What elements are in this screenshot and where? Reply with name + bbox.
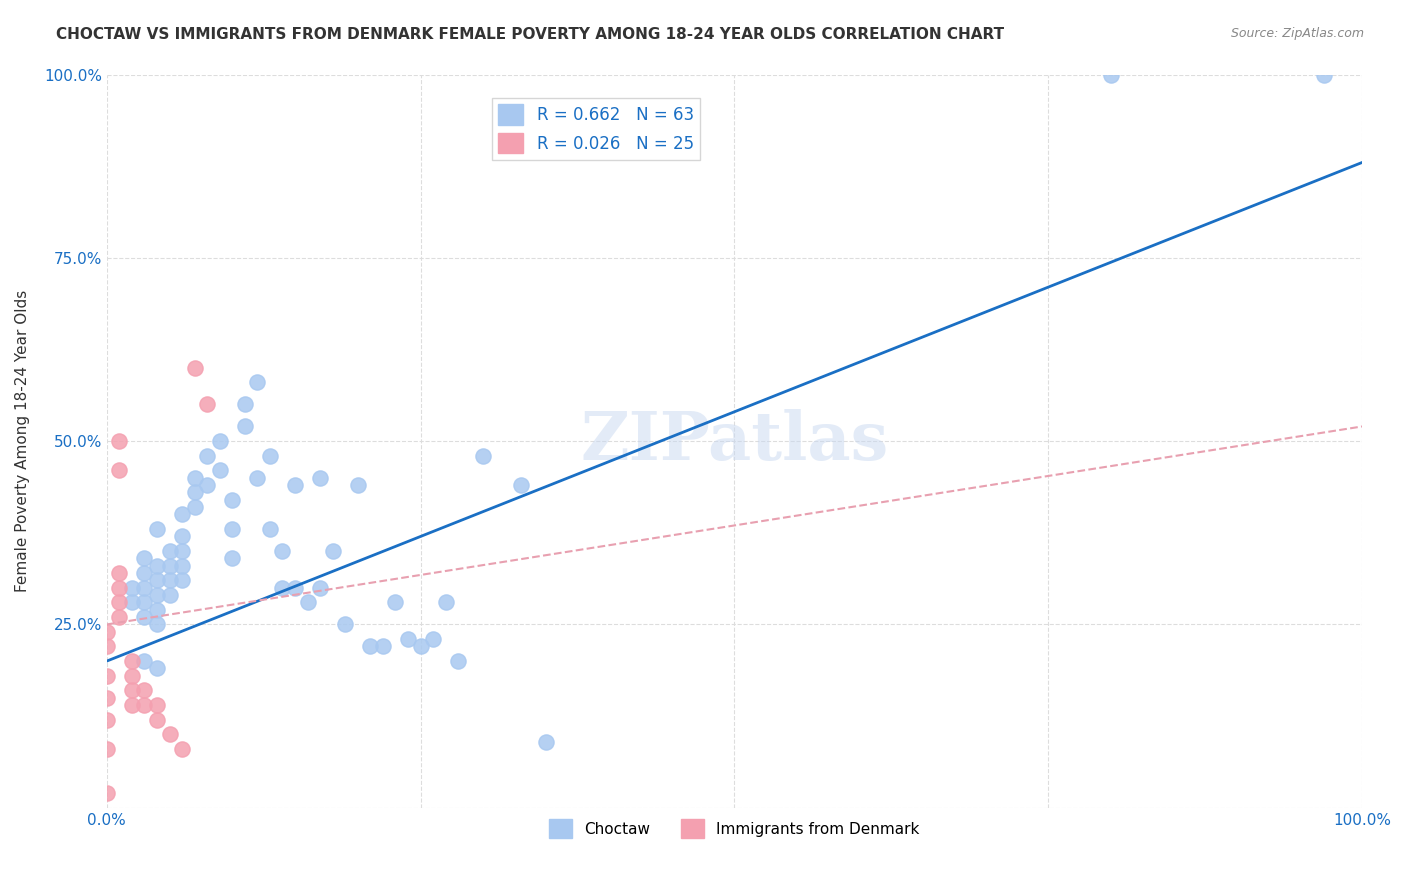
Point <box>271 544 294 558</box>
Point <box>170 529 193 543</box>
Point <box>221 492 243 507</box>
Point <box>159 544 181 558</box>
Point <box>134 610 156 624</box>
Point <box>146 558 169 573</box>
Point <box>195 449 218 463</box>
Point <box>159 574 181 588</box>
Point <box>121 654 143 668</box>
Point <box>146 661 169 675</box>
Point <box>1099 68 1122 82</box>
Point <box>1313 68 1336 82</box>
Point <box>284 478 307 492</box>
Y-axis label: Female Poverty Among 18-24 Year Olds: Female Poverty Among 18-24 Year Olds <box>15 290 30 592</box>
Point <box>146 713 169 727</box>
Point <box>108 463 131 477</box>
Text: CHOCTAW VS IMMIGRANTS FROM DENMARK FEMALE POVERTY AMONG 18-24 YEAR OLDS CORRELAT: CHOCTAW VS IMMIGRANTS FROM DENMARK FEMAL… <box>56 27 1004 42</box>
Point <box>121 595 143 609</box>
Point <box>409 640 432 654</box>
Point <box>434 595 457 609</box>
Point <box>121 683 143 698</box>
Point <box>284 581 307 595</box>
Point <box>510 478 533 492</box>
Point <box>422 632 444 646</box>
Point <box>134 654 156 668</box>
Point <box>233 419 256 434</box>
Point <box>108 581 131 595</box>
Point <box>384 595 406 609</box>
Point <box>96 669 118 683</box>
Point <box>371 640 394 654</box>
Point <box>96 742 118 756</box>
Text: ZIPatlas: ZIPatlas <box>581 409 889 474</box>
Point <box>208 463 231 477</box>
Point <box>534 735 557 749</box>
Point <box>233 397 256 411</box>
Point <box>121 669 143 683</box>
Point <box>183 485 205 500</box>
Point <box>159 588 181 602</box>
Point <box>121 698 143 712</box>
Point <box>146 574 169 588</box>
Point <box>183 360 205 375</box>
Point <box>396 632 419 646</box>
Point <box>96 713 118 727</box>
Point <box>246 471 269 485</box>
Point <box>183 471 205 485</box>
Point <box>447 654 470 668</box>
Point <box>146 698 169 712</box>
Point <box>183 500 205 515</box>
Point <box>108 610 131 624</box>
Point <box>134 595 156 609</box>
Point <box>108 566 131 581</box>
Point <box>96 624 118 639</box>
Point <box>159 727 181 741</box>
Point <box>134 566 156 581</box>
Point <box>259 449 281 463</box>
Point <box>170 574 193 588</box>
Point <box>96 786 118 800</box>
Point <box>108 434 131 449</box>
Text: Source: ZipAtlas.com: Source: ZipAtlas.com <box>1230 27 1364 40</box>
Point <box>96 640 118 654</box>
Point <box>121 581 143 595</box>
Point <box>472 449 495 463</box>
Point <box>309 581 332 595</box>
Point <box>335 617 357 632</box>
Point <box>96 690 118 705</box>
Point <box>195 478 218 492</box>
Point <box>322 544 344 558</box>
Point <box>134 551 156 566</box>
Point <box>346 478 368 492</box>
Point <box>208 434 231 449</box>
Point <box>309 471 332 485</box>
Point <box>359 640 381 654</box>
Point <box>134 581 156 595</box>
Point <box>108 595 131 609</box>
Point <box>146 617 169 632</box>
Point <box>170 544 193 558</box>
Point <box>146 522 169 536</box>
Point <box>170 742 193 756</box>
Point <box>146 588 169 602</box>
Point <box>134 698 156 712</box>
Point <box>170 558 193 573</box>
Point <box>221 551 243 566</box>
Point <box>246 376 269 390</box>
Point <box>271 581 294 595</box>
Point <box>159 558 181 573</box>
Point <box>134 683 156 698</box>
Point <box>259 522 281 536</box>
Point <box>221 522 243 536</box>
Point <box>195 397 218 411</box>
Legend: Choctaw, Immigrants from Denmark: Choctaw, Immigrants from Denmark <box>543 814 925 844</box>
Point <box>170 508 193 522</box>
Point <box>297 595 319 609</box>
Point <box>146 603 169 617</box>
